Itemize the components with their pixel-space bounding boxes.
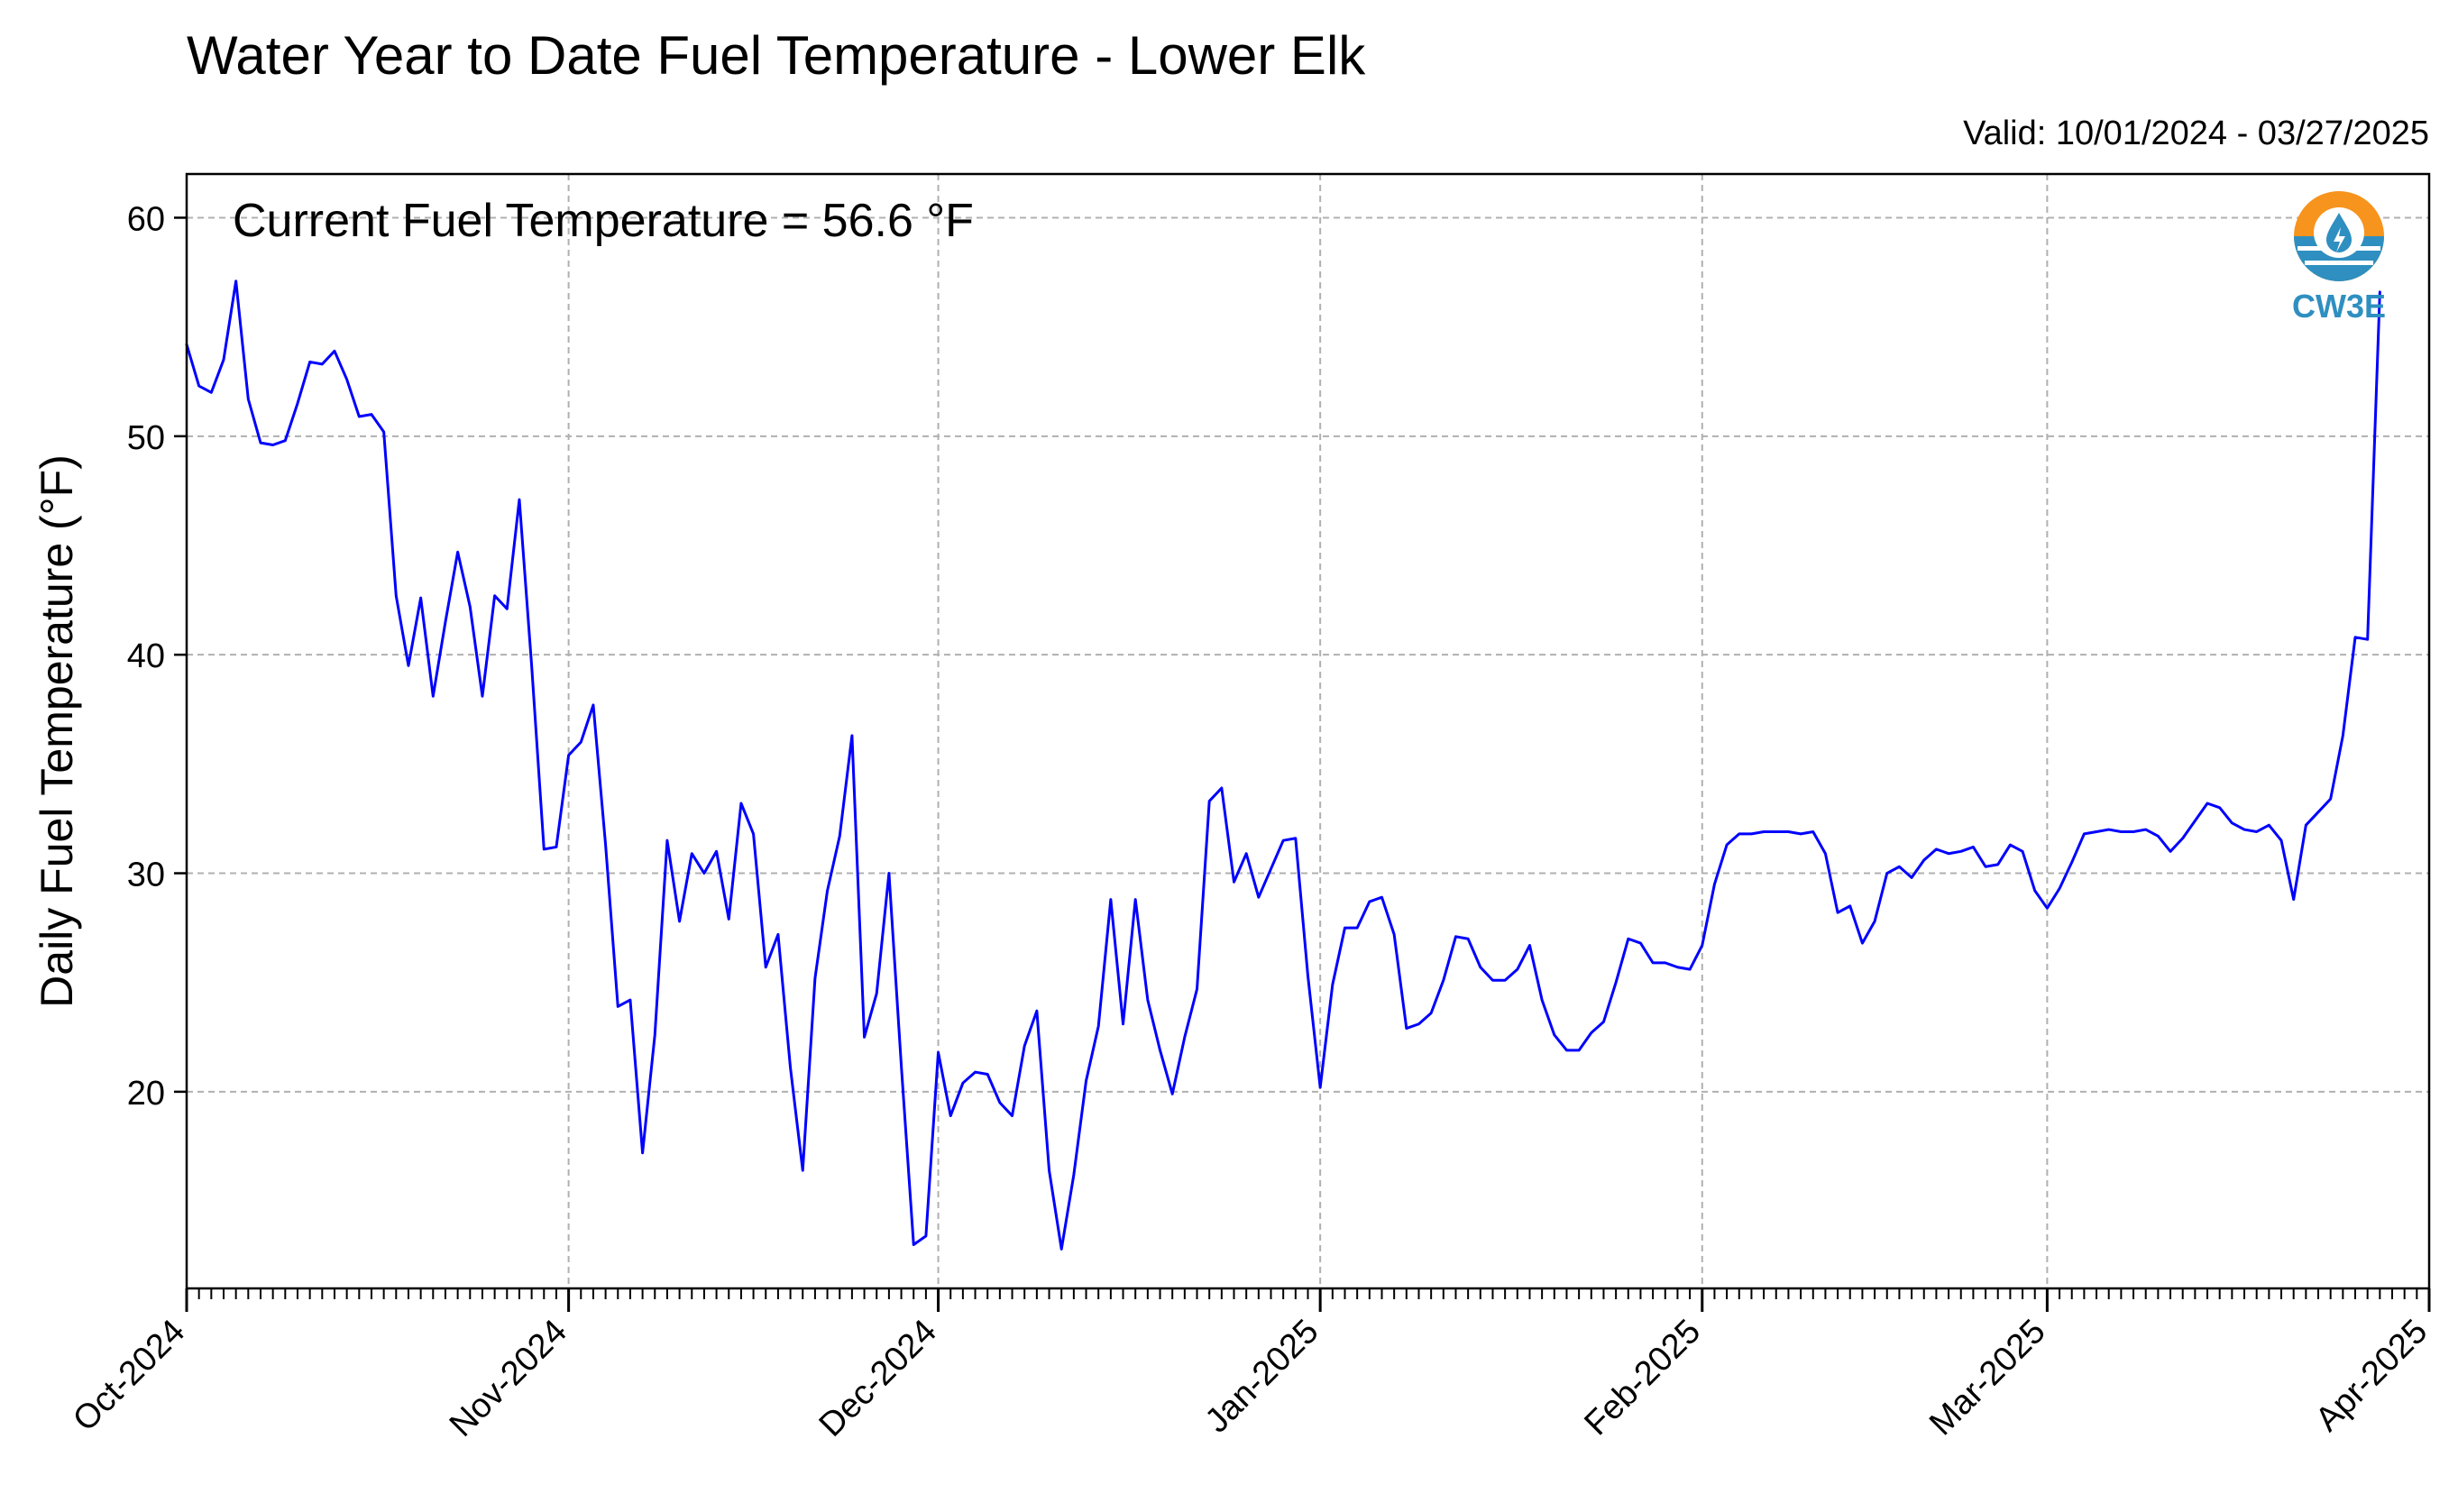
- x-tick-label: Jan-2025: [1198, 1313, 1326, 1441]
- y-tick-label: 20: [127, 1075, 165, 1113]
- y-axis-label: Daily Fuel Temperature (°F): [32, 454, 82, 1008]
- cw3e-logo: CW3E: [2292, 191, 2386, 325]
- x-tick-label: Nov-2024: [443, 1313, 574, 1444]
- x-tick-label: Dec-2024: [812, 1313, 944, 1444]
- y-tick-label: 60: [127, 200, 165, 238]
- chart-title: Water Year to Date Fuel Temperature - Lo…: [187, 25, 1366, 86]
- x-tick-labels: Oct-2024 Nov-2024 Dec-2024 Jan-2025 Feb-2025…: [66, 1313, 2435, 1444]
- y-tick-label: 30: [127, 857, 165, 894]
- fuel-temperature-line: [185, 279, 2381, 1251]
- y-tick-label: 40: [127, 637, 165, 675]
- x-tick-label: Apr-2025: [2308, 1313, 2435, 1439]
- cw3e-logo-icon: [2294, 191, 2384, 281]
- series-layer: [185, 279, 2381, 1251]
- cw3e-logo-text: CW3E: [2292, 288, 2386, 325]
- x-tick-label: Feb-2025: [1577, 1313, 1708, 1443]
- grid-lines: [187, 174, 2429, 1288]
- y-tick-label: 50: [127, 419, 165, 457]
- y-tick-labels: 20 30 40 50 60: [127, 200, 165, 1112]
- x-tick-label: Oct-2024: [66, 1313, 192, 1439]
- x-tick-label: Mar-2025: [1922, 1313, 2053, 1443]
- axis-ticks: [174, 216, 2431, 1312]
- valid-date-range: Valid: 10/01/2024 - 03/27/2025: [1963, 115, 2429, 152]
- plot-area-frame: [185, 172, 2431, 1290]
- current-value-annotation: Current Fuel Temperature = 56.6 °F: [233, 195, 974, 247]
